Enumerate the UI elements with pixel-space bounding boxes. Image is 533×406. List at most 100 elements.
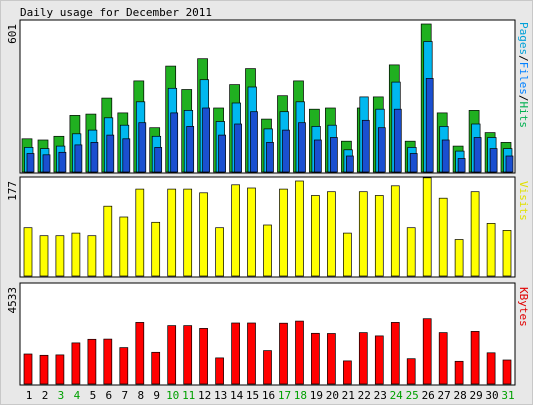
x-tick-label-25: 25 bbox=[406, 389, 419, 402]
bar-pages-day-30 bbox=[489, 148, 498, 173]
bar-kbytes-day-27 bbox=[438, 332, 448, 385]
bar-kbytes-day-9 bbox=[151, 351, 161, 385]
bar-pages-day-23 bbox=[377, 127, 386, 173]
x-tick-label-29: 29 bbox=[469, 389, 482, 402]
x-tick-label-31: 31 bbox=[501, 389, 514, 402]
bar-visits-day-28 bbox=[454, 239, 464, 277]
bar-visits-day-30 bbox=[486, 223, 496, 277]
bar-visits-day-10 bbox=[167, 188, 177, 277]
bar-pages-day-14 bbox=[234, 123, 242, 173]
bar-kbytes-day-1 bbox=[23, 353, 33, 385]
x-tick-label-8: 8 bbox=[137, 389, 144, 402]
bar-visits-day-3 bbox=[55, 235, 65, 277]
bar-pages-day-20 bbox=[330, 137, 338, 173]
bar-pages-day-8 bbox=[138, 122, 147, 173]
ymax-label-pages-files-hits: 601 bbox=[6, 24, 19, 44]
bar-kbytes-day-29 bbox=[470, 331, 480, 385]
bar-pages-day-6 bbox=[106, 134, 115, 173]
bar-pages-day-31 bbox=[505, 155, 514, 173]
ymax-label-visits: 177 bbox=[6, 181, 19, 201]
x-tick-label-15: 15 bbox=[246, 389, 259, 402]
legend-entry-files: Files bbox=[517, 62, 530, 95]
bar-pages-day-24 bbox=[393, 108, 402, 173]
bar-pages-day-17 bbox=[282, 129, 290, 173]
x-tick-label-18: 18 bbox=[294, 389, 307, 402]
bar-pages-day-22 bbox=[361, 119, 370, 173]
bar-visits-day-31 bbox=[502, 230, 512, 277]
x-tick-label-9: 9 bbox=[153, 389, 160, 402]
bar-kbytes-day-16 bbox=[263, 350, 272, 385]
bar-kbytes-day-30 bbox=[486, 352, 496, 385]
bar-pages-day-3 bbox=[58, 151, 67, 173]
x-tick-label-2: 2 bbox=[42, 389, 49, 402]
x-tick-label-5: 5 bbox=[90, 389, 97, 402]
x-tick-label-30: 30 bbox=[485, 389, 498, 402]
bar-visits-day-29 bbox=[470, 191, 480, 277]
bar-visits-day-25 bbox=[406, 227, 416, 277]
x-tick-label-7: 7 bbox=[121, 389, 128, 402]
bar-pages-day-25 bbox=[409, 153, 418, 173]
bar-visits-day-7 bbox=[119, 216, 129, 277]
bar-kbytes-day-13 bbox=[215, 357, 224, 385]
bar-visits-day-4 bbox=[71, 232, 81, 277]
bar-visits-day-17 bbox=[279, 188, 288, 277]
bar-visits-day-16 bbox=[263, 224, 272, 277]
x-tick-label-21: 21 bbox=[342, 389, 355, 402]
x-tick-label-26: 26 bbox=[422, 389, 435, 402]
bar-pages-day-15 bbox=[250, 111, 258, 173]
x-tick-label-11: 11 bbox=[182, 389, 195, 402]
bar-kbytes-day-6 bbox=[103, 338, 113, 385]
bar-kbytes-day-15 bbox=[247, 322, 256, 385]
x-tick-label-4: 4 bbox=[74, 389, 81, 402]
bar-kbytes-day-18 bbox=[295, 320, 304, 385]
legend-entry-pages: Pages bbox=[517, 22, 530, 55]
x-tick-label-12: 12 bbox=[198, 389, 211, 402]
bar-kbytes-day-11 bbox=[183, 325, 193, 385]
bar-kbytes-day-24 bbox=[390, 322, 400, 385]
bar-kbytes-day-5 bbox=[87, 338, 97, 385]
bar-pages-day-1 bbox=[26, 153, 35, 173]
bar-visits-day-18 bbox=[295, 180, 304, 277]
legend-entry-visits: Visits bbox=[517, 181, 530, 221]
bar-visits-day-27 bbox=[438, 197, 448, 277]
bar-kbytes-day-4 bbox=[71, 342, 81, 385]
bar-kbytes-day-8 bbox=[135, 322, 145, 385]
x-tick-label-17: 17 bbox=[278, 389, 291, 402]
bar-kbytes-day-25 bbox=[406, 358, 416, 385]
bar-visits-day-22 bbox=[358, 191, 368, 277]
bar-visits-day-9 bbox=[151, 221, 161, 277]
bar-kbytes-day-28 bbox=[454, 360, 464, 385]
bar-kbytes-day-23 bbox=[374, 335, 384, 385]
bar-pages-day-13 bbox=[218, 134, 226, 173]
x-tick-label-23: 23 bbox=[374, 389, 387, 402]
bar-visits-day-13 bbox=[215, 227, 224, 277]
bar-kbytes-day-17 bbox=[279, 322, 288, 385]
bar-pages-day-5 bbox=[90, 142, 99, 173]
bar-pages-day-21 bbox=[346, 155, 354, 173]
x-tick-label-6: 6 bbox=[105, 389, 112, 402]
bar-kbytes-day-22 bbox=[358, 332, 368, 385]
bar-kbytes-day-10 bbox=[167, 325, 177, 385]
bar-pages-day-11 bbox=[186, 126, 195, 173]
x-tick-label-3: 3 bbox=[58, 389, 65, 402]
bar-pages-day-4 bbox=[74, 144, 83, 173]
bar-pages-day-28 bbox=[457, 158, 466, 173]
x-tick-label-10: 10 bbox=[166, 389, 179, 402]
bar-visits-day-2 bbox=[39, 235, 49, 277]
bar-pages-day-26 bbox=[425, 78, 434, 173]
bar-pages-day-29 bbox=[473, 137, 482, 173]
bar-visits-day-19 bbox=[311, 195, 320, 277]
x-tick-label-24: 24 bbox=[390, 389, 404, 402]
x-tick-label-20: 20 bbox=[326, 389, 339, 402]
bar-pages-day-10 bbox=[170, 112, 179, 173]
bar-pages-day-18 bbox=[298, 122, 306, 173]
legend-pages-files-hits: Pages/Files/Hits bbox=[517, 22, 530, 128]
x-tick-label-13: 13 bbox=[214, 389, 227, 402]
legend-entry-hits: Hits bbox=[517, 102, 530, 129]
bar-pages-day-9 bbox=[154, 147, 163, 173]
bar-pages-day-27 bbox=[441, 139, 450, 173]
bar-visits-day-12 bbox=[199, 192, 208, 277]
bar-pages-day-12 bbox=[202, 107, 210, 173]
bar-kbytes-day-31 bbox=[502, 359, 512, 385]
